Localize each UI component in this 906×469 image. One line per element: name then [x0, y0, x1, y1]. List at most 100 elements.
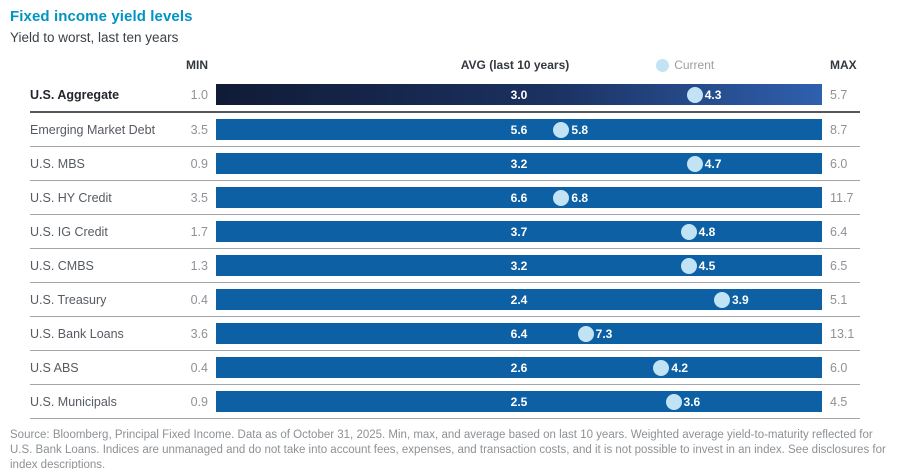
row-max: 6.4: [830, 224, 848, 239]
row-max: 6.0: [830, 156, 848, 171]
current-dot-icon: [680, 257, 697, 274]
row-max: 6.0: [830, 360, 848, 375]
row-max: 4.5: [830, 394, 848, 409]
range-bar: 3.7 4.8: [216, 221, 822, 242]
bar-current-value: 3.6: [683, 394, 701, 409]
row-min: 0.4: [190, 292, 208, 307]
bar-avg-value: 3.7: [510, 224, 528, 239]
row-separator: [30, 384, 860, 385]
chart-row: U.S. Treasury 0.4 2.4 3.9 5.1: [10, 283, 906, 317]
column-header-row: MIN AVG (last 10 years) Current MAX: [10, 54, 906, 76]
chart-row: U.S. Municipals 0.9 2.5 3.6 4.5: [10, 385, 906, 419]
current-dot-group: 3.6: [665, 393, 701, 410]
row-label: U.S. Bank Loans: [30, 326, 124, 341]
bar-current-value: 5.8: [571, 122, 589, 137]
current-dot-group: 4.8: [680, 223, 716, 240]
bar-current-value: 3.9: [732, 292, 749, 307]
bar-column-header: AVG (last 10 years) Current: [208, 54, 822, 76]
row-min: 0.4: [190, 360, 208, 375]
row-separator: [30, 350, 860, 351]
row-min: 3.5: [190, 122, 208, 137]
chart-row: U.S. Bank Loans 3.6 6.4 7.3 13.1: [10, 317, 906, 351]
current-dot-group: 4.5: [680, 257, 716, 274]
row-label: U.S. HY Credit: [30, 190, 112, 205]
row-separator: [30, 214, 860, 215]
current-dot-icon: [577, 325, 594, 342]
bar-avg-value: 3.2: [510, 258, 528, 273]
current-dot-icon: [714, 291, 730, 308]
row-max: 8.7: [830, 122, 848, 137]
row-separator: [30, 180, 860, 181]
bar-avg-value: 3.2: [510, 156, 528, 171]
row-min: 0.9: [190, 156, 208, 171]
row-label: U.S ABS: [30, 360, 79, 375]
current-legend: Current: [656, 58, 714, 72]
chart-rows: U.S. Aggregate 1.0 3.0 4.3 5.7 Emerging …: [10, 78, 906, 419]
range-bar: 6.6 6.8: [216, 187, 822, 208]
row-label: U.S. CMBS: [30, 258, 94, 273]
current-dot-icon: [680, 223, 697, 240]
row-min: 0.9: [190, 394, 208, 409]
current-legend-label: Current: [674, 58, 715, 72]
current-dot-group: 5.8: [553, 121, 589, 138]
current-dot-group: 3.9: [714, 291, 749, 308]
bar-avg-value: 2.6: [510, 360, 528, 375]
range-bar: 5.6 5.8: [216, 119, 822, 140]
row-min: 3.5: [190, 190, 208, 205]
range-bar: 2.5 3.6: [216, 391, 822, 412]
bar-avg-value: 2.4: [510, 292, 528, 307]
current-dot-icon: [553, 189, 570, 206]
row-min: 1.7: [190, 224, 208, 239]
current-dot-icon: [553, 121, 570, 138]
bar-current-value: 4.7: [704, 156, 722, 171]
row-label: U.S. IG Credit: [30, 224, 108, 239]
bar-current-value: 4.8: [698, 224, 716, 239]
row-max: 13.1: [830, 326, 855, 341]
current-dot-icon: [665, 393, 682, 410]
current-dot-group: 4.7: [686, 155, 722, 172]
current-dot-icon: [686, 86, 703, 103]
max-column-header: MAX: [830, 58, 857, 72]
row-label: U.S. Municipals: [30, 394, 117, 409]
chart-row: Emerging Market Debt 3.5 5.6 5.8 8.7: [10, 113, 906, 147]
bar-current-value: 4.5: [698, 258, 716, 273]
row-label: U.S. Aggregate: [30, 87, 120, 102]
bar-avg-value: 3.0: [510, 87, 528, 102]
page-subtitle: Yield to worst, last ten years: [10, 30, 179, 45]
bar-current-value: 4.3: [704, 87, 722, 102]
row-separator: [30, 146, 860, 147]
avg-column-header: AVG (last 10 years): [460, 58, 570, 72]
row-separator: [30, 316, 860, 317]
row-min: 1.3: [190, 258, 208, 273]
row-min: 1.0: [190, 87, 208, 102]
page-title: Fixed income yield levels: [10, 8, 193, 25]
min-column-header: MIN: [186, 58, 208, 72]
range-bar: 3.2 4.5: [216, 255, 822, 276]
bar-avg-value: 5.6: [510, 122, 528, 137]
bar-avg-value: 6.6: [510, 190, 528, 205]
range-bar: 3.0 4.3: [216, 84, 822, 105]
bar-current-value: 7.3: [595, 326, 613, 341]
current-dot-icon: [686, 155, 703, 172]
range-bar: 2.4 3.9: [216, 289, 822, 310]
chart-row: U.S. Aggregate 1.0 3.0 4.3 5.7: [10, 78, 906, 113]
row-separator: [30, 282, 860, 283]
chart-row: U.S ABS 0.4 2.6 4.2 6.0: [10, 351, 906, 385]
current-dot-group: 6.8: [553, 189, 588, 206]
source-footnote: Source: Bloomberg, Principal Fixed Incom…: [10, 429, 886, 469]
row-max: 6.5: [830, 258, 848, 273]
row-separator: [30, 111, 860, 113]
chart-row: U.S. HY Credit 3.5 6.6 6.8 11.7: [10, 181, 906, 215]
current-legend-dot-icon: [656, 58, 670, 72]
range-bar: 3.2 4.7: [216, 153, 822, 174]
range-bar: 2.6 4.2: [216, 357, 822, 378]
row-label: Emerging Market Debt: [30, 122, 156, 137]
row-separator: [30, 248, 860, 249]
row-max: 5.7: [830, 87, 848, 102]
chart-row: U.S. MBS 0.9 3.2 4.7 6.0: [10, 147, 906, 181]
chart-row: U.S. IG Credit 1.7 3.7 4.8 6.4: [10, 215, 906, 249]
row-label: U.S. Treasury: [30, 292, 107, 307]
row-label: U.S. MBS: [30, 156, 85, 171]
bar-avg-value: 6.4: [510, 326, 528, 341]
